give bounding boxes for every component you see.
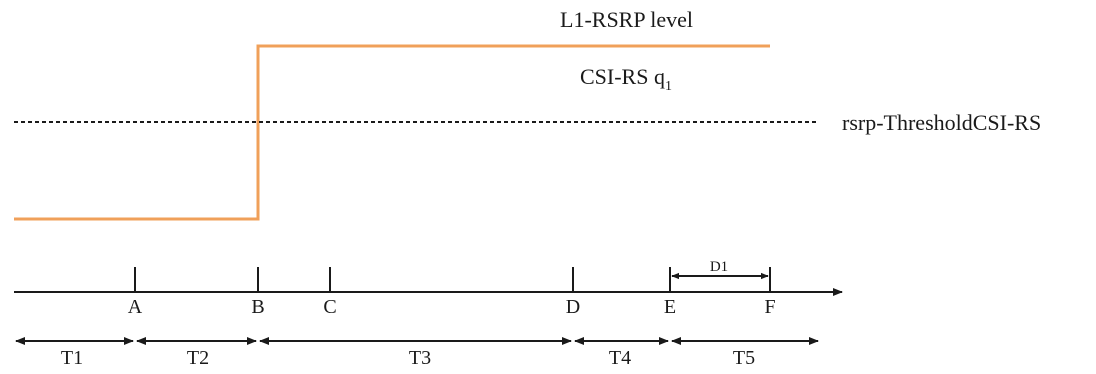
csi-rs-q1-label-subscript: 1: [665, 79, 672, 94]
interval-label-t3: T3: [409, 347, 431, 369]
point-label-b: B: [251, 296, 264, 318]
csi-rs-q1-label-text: CSI-RS q: [580, 64, 665, 89]
point-label-d: D: [566, 296, 580, 318]
csi-rs-q1-label: CSI-RS q1: [580, 64, 672, 94]
point-label-e: E: [664, 296, 676, 318]
interval-label-t4: T4: [609, 347, 631, 369]
interval-label-t2: T2: [187, 347, 209, 369]
point-label-f: F: [764, 296, 775, 318]
point-label-a: A: [128, 296, 143, 318]
interval-label-t5: T5: [733, 347, 755, 369]
rsrp-threshold-label: rsrp-ThresholdCSI-RS: [842, 110, 1041, 135]
l1-rsrp-level-curve: [14, 44, 770, 221]
l1-rsrp-level-label: L1-RSRP level: [560, 7, 693, 32]
d1-label: D1: [710, 259, 728, 275]
point-label-c: C: [323, 296, 336, 318]
interval-label-t1: T1: [61, 347, 83, 369]
